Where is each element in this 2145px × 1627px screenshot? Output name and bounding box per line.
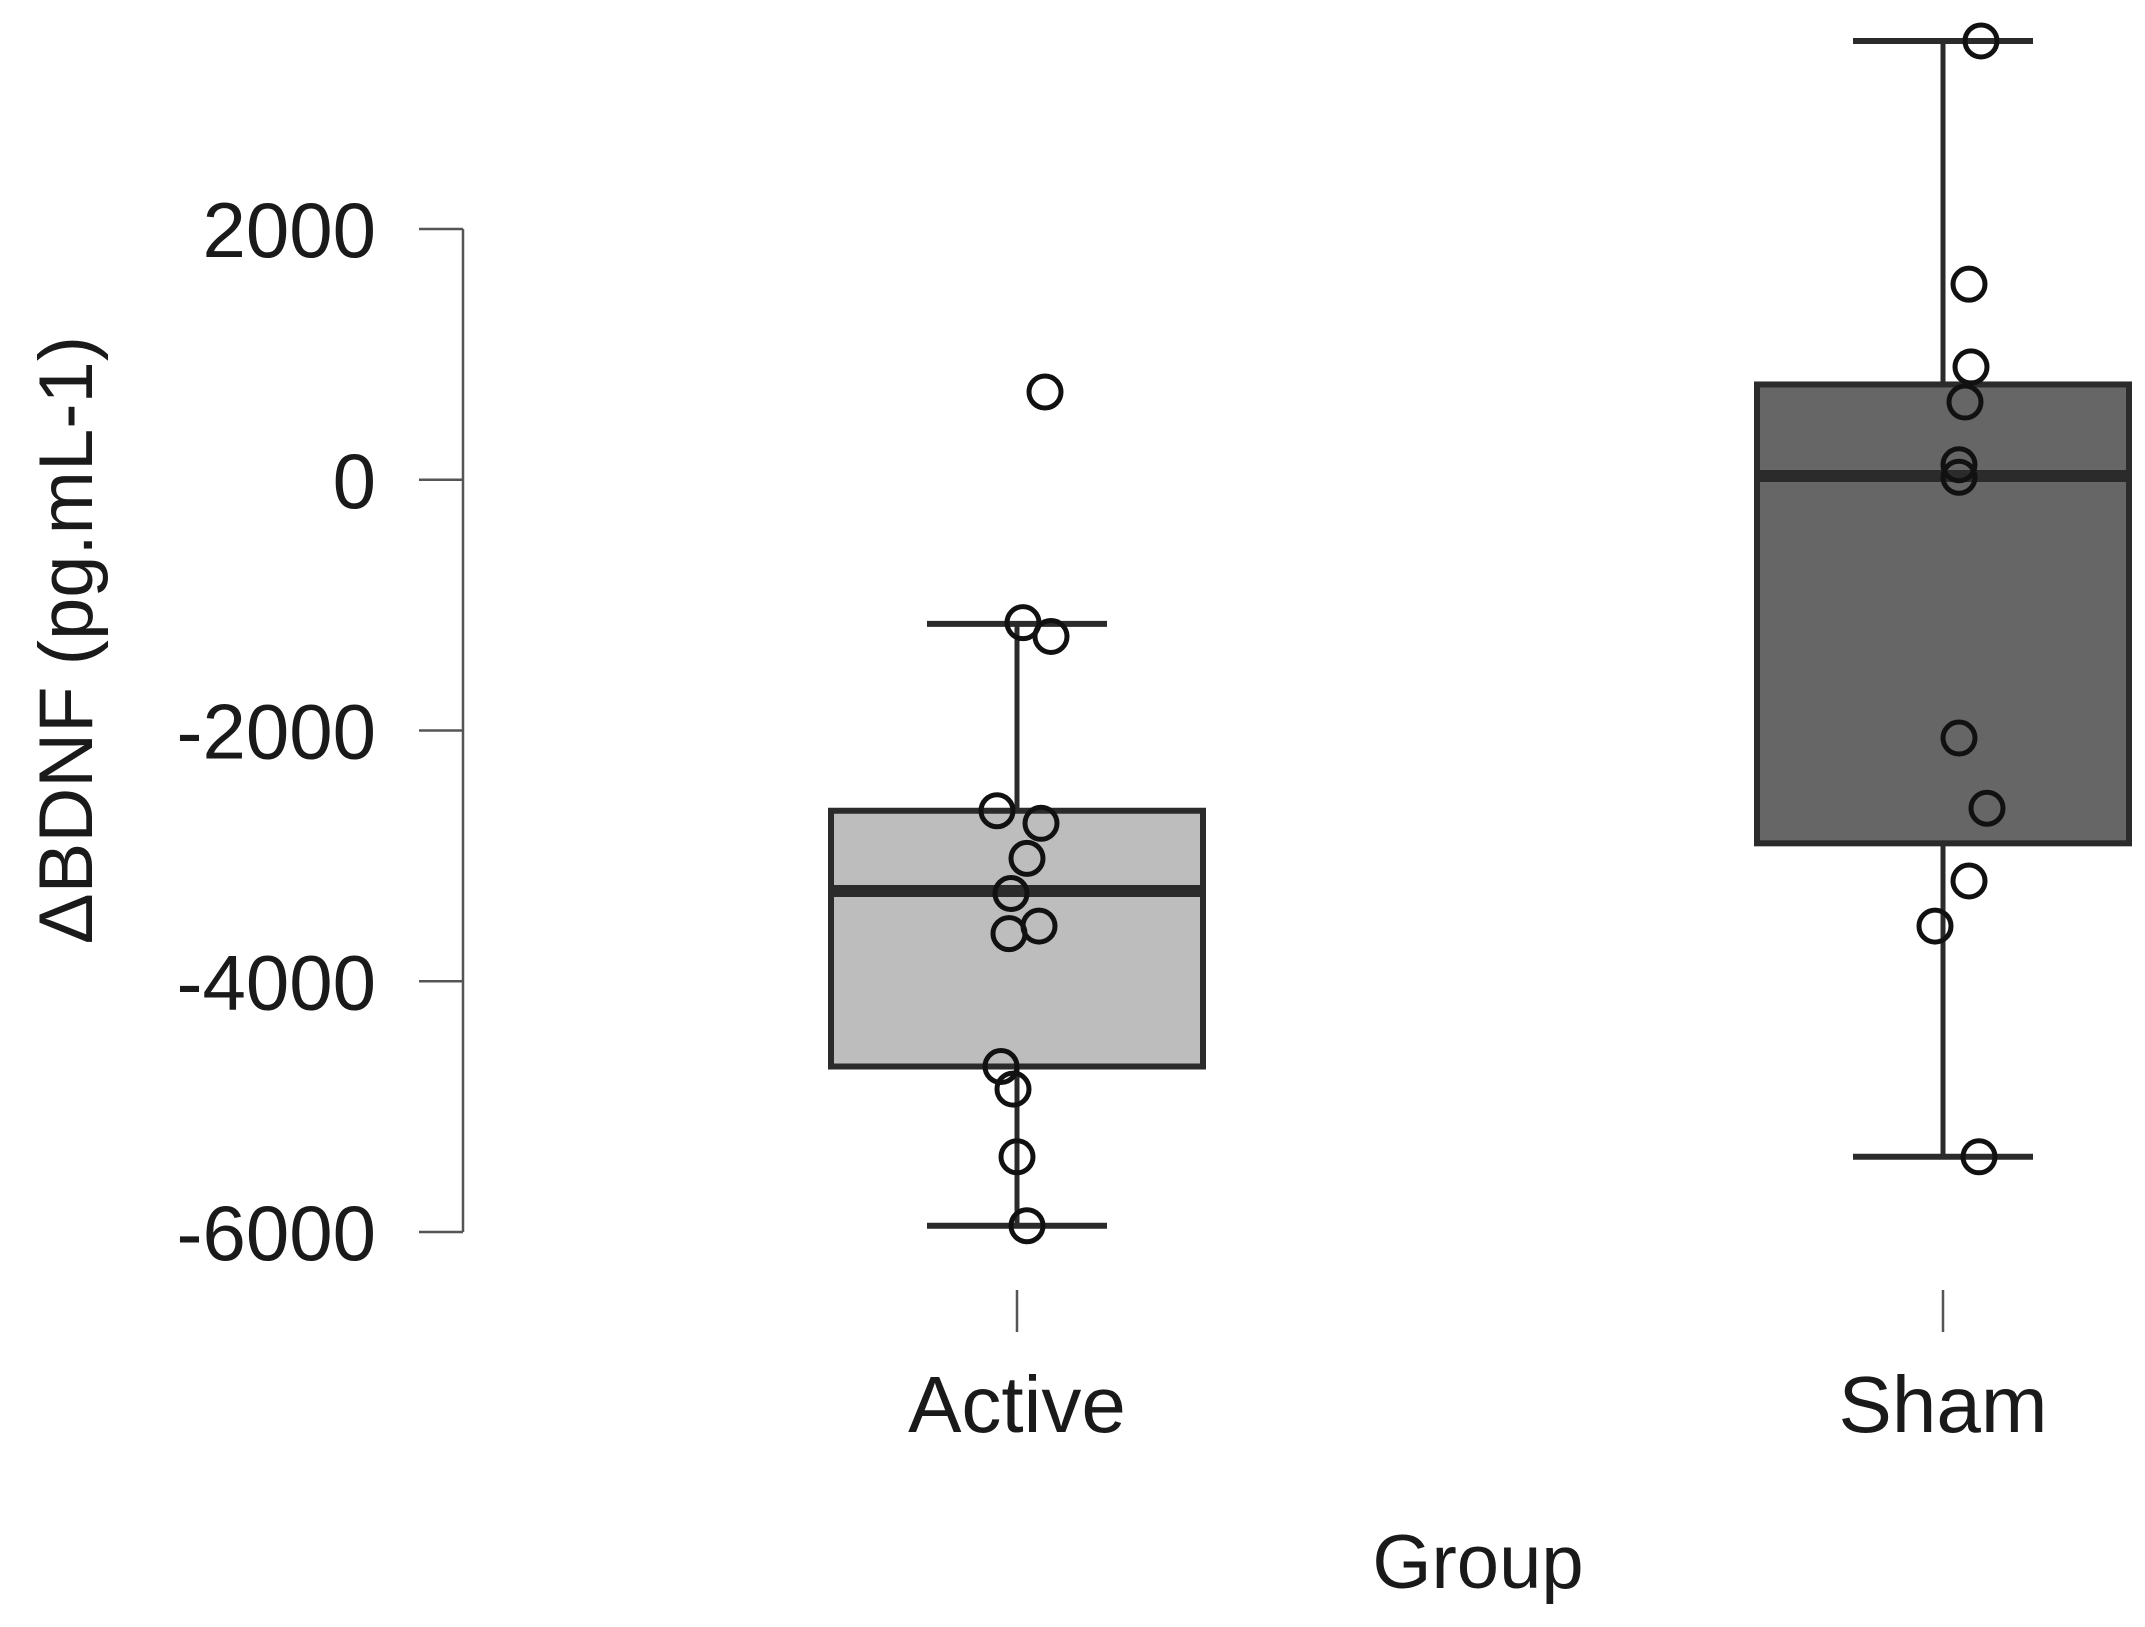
data-point [992,874,1030,912]
data-point [994,1070,1032,1108]
y-tick-label: 0 [333,437,376,525]
data-point [990,915,1028,953]
box-group-sham [1754,22,2132,1176]
data-point [1962,22,2000,60]
data-point [1968,789,2006,827]
box-group-active [828,373,1206,1245]
y-tick-label: 2000 [202,186,376,274]
data-point [978,792,1016,830]
data-point [1008,839,1046,877]
x-tick-label-active: Active [908,1360,1126,1449]
x-axis-title: Group [1372,1520,1583,1605]
data-point [1940,446,1978,484]
y-tick-label: -6000 [177,1189,377,1277]
data-point [1952,348,1990,386]
data-point [1022,804,1060,842]
data-point [1950,265,1988,303]
y-axis-title: ΔBDNF (pg.mL-1) [24,336,109,944]
data-point [1026,373,1064,411]
iqr-box [1754,381,2132,847]
y-tick-label: -4000 [177,938,377,1026]
x-axis: Active Sham [908,1290,2047,1449]
y-axis: 2000 0 -2000 -4000 -6000 [177,186,465,1277]
data-point [1960,1138,1998,1176]
data-point [1946,383,1984,421]
data-point [998,1138,1036,1176]
data-point [1916,907,1954,945]
data-point [1950,862,1988,900]
x-tick-label-sham: Sham [1839,1360,2048,1449]
iqr-box [828,807,1206,1070]
y-tick-label: -2000 [177,688,377,776]
data-point [1940,458,1978,496]
data-point [1940,719,1978,757]
data-point [1008,1207,1046,1245]
data-point [1032,617,1070,655]
boxplot-groups [828,22,2132,1245]
